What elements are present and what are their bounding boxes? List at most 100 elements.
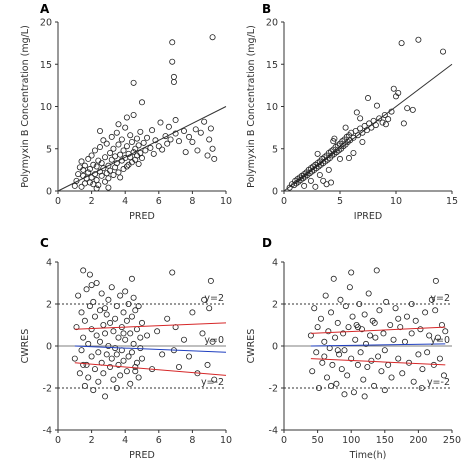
x-tick-label: 0 [55,435,61,446]
data-point [110,376,117,383]
data-point [410,378,417,385]
data-point [440,48,447,55]
data-point [194,147,201,154]
data-point [91,366,98,373]
data-point [140,139,147,146]
data-point [108,284,115,291]
y-tick-label: 0 [272,187,278,198]
data-point [135,374,142,381]
data-point [392,305,399,312]
identity-line [57,106,227,192]
data-point [130,79,137,86]
data-point [117,372,124,379]
x-tick-label: 100 [342,435,360,446]
data-point [83,286,90,293]
data-point [350,149,357,156]
x-axis-title: Time(h) [349,450,387,461]
data-point [354,132,361,139]
data-point [426,332,433,339]
data-point [108,133,115,140]
data-point [328,179,335,186]
data-point [342,303,349,310]
data-point [85,374,92,381]
data-point [123,143,130,150]
y-tick-label: 2 [46,300,52,311]
y-tick-label: 0 [46,342,52,353]
data-point [422,309,429,316]
data-point [97,144,104,151]
data-point [333,380,340,387]
data-point [81,162,88,169]
data-point [93,163,100,170]
y-tick-label: 0 [46,187,52,198]
data-point [73,324,80,331]
data-point [105,175,112,182]
data-point [395,315,402,322]
y-tick-label: 10 [40,102,52,113]
data-point [164,315,171,322]
data-point [432,277,439,284]
data-point [381,387,388,394]
data-point [117,292,124,299]
y-tick-label: -4 [43,426,52,437]
y-tick-label: 10 [266,102,278,113]
data-point [207,277,214,284]
data-point [328,382,335,389]
data-point [180,128,187,135]
data-point [172,130,179,137]
data-point [381,347,388,354]
data-point [90,387,97,394]
data-point [95,378,102,385]
data-point [100,370,107,377]
data-point [400,120,407,127]
data-point [373,267,380,274]
data-point [361,311,368,318]
panel-letter: A [40,2,50,16]
data-point [319,359,326,366]
data-point [120,309,127,316]
x-tick-label: 0 [281,196,287,207]
x-axis-title: PRED [129,211,155,222]
data-point [133,359,140,366]
data-point [132,307,139,314]
data-point [342,124,349,131]
y-tick-label: -2 [43,384,52,395]
data-point [78,309,85,316]
data-point [152,137,159,144]
data-point [408,330,415,337]
data-point [321,338,328,345]
data-point [120,147,127,154]
data-point [91,147,98,154]
data-point [349,313,356,320]
data-point [314,150,321,157]
data-point [80,361,87,368]
data-point [359,129,366,136]
x-tick-label: 10 [220,435,232,446]
data-point [138,155,145,162]
reference-line-label: y=2 [430,293,450,304]
data-point [378,368,385,375]
data-point [133,135,140,142]
data-point [345,324,352,331]
data-point [91,313,98,320]
reference-line-label: y=2 [204,293,224,304]
data-point [376,307,383,314]
data-point [108,355,115,362]
x-tick-label: 4 [122,435,128,446]
data-point [330,138,337,145]
data-point [357,349,364,356]
y-axis-title: Polymyxin B Concentration (mg/L) [246,25,257,188]
data-point [103,140,110,147]
data-point [314,324,321,331]
data-point [130,294,137,301]
panel-b: B 0 5 10 15 0 5 10 15 20 IPRED Polymyxin B Concentr… [246,2,458,222]
x-tick-label: 8 [189,196,195,207]
data-point [130,149,137,156]
data-point [197,129,204,136]
data-point [387,321,394,328]
data-point [201,118,208,125]
data-point [315,384,322,391]
x-tick-label: 6 [156,435,162,446]
data-point [78,347,85,354]
data-point [390,85,397,92]
